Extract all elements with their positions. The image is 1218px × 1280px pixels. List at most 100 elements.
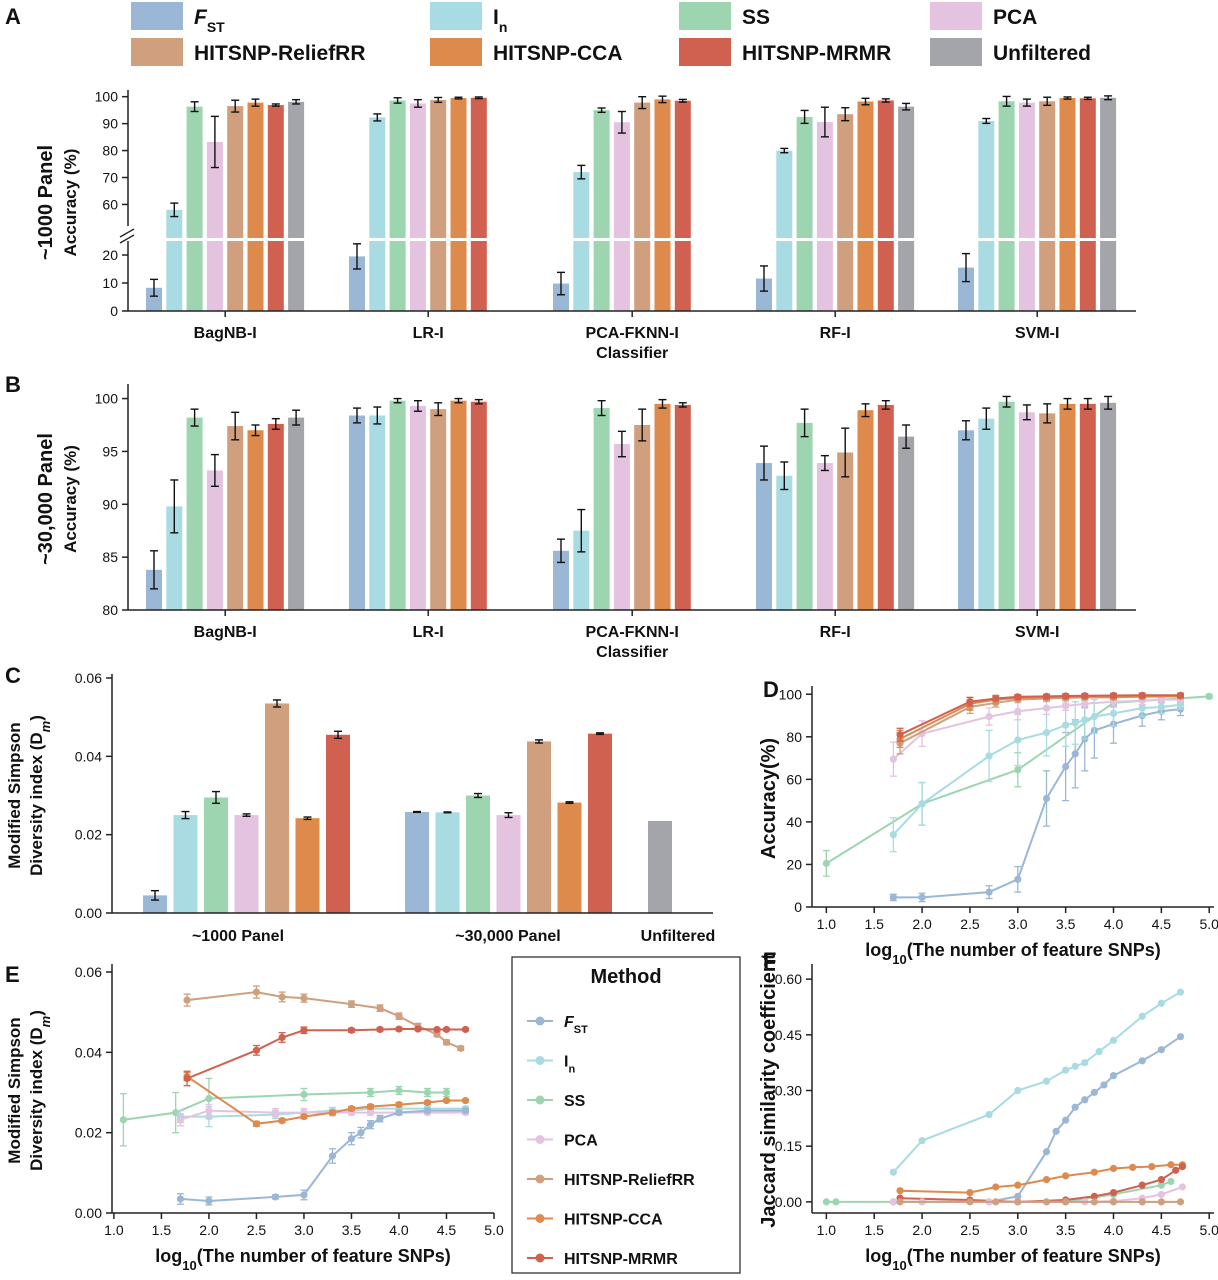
point-f-relief-10 xyxy=(1176,1198,1185,1206)
bar-a-3-pca xyxy=(816,122,833,311)
bar-b-0-fst xyxy=(146,569,162,610)
bar-b-4-cca xyxy=(1059,403,1076,610)
point-f-cca-5 xyxy=(1062,1172,1070,1180)
point-f-in-9 xyxy=(1109,1036,1118,1044)
point-d-fst-1 xyxy=(918,893,926,902)
x-tick-label-e-7: 4.5 xyxy=(437,1222,457,1238)
point-e-ss-6 xyxy=(423,1088,432,1097)
bar-a-4-mrmr xyxy=(1079,98,1096,311)
y-tick-label-b-1: 85 xyxy=(102,549,118,565)
panel-title-b: ~30,000 Panel xyxy=(35,433,57,565)
bar-a-3-unfiltered xyxy=(898,106,915,311)
x-tick-label-d-1: 1.5 xyxy=(864,916,884,932)
bar-b-2-in xyxy=(573,530,590,610)
bar-c-1-ss xyxy=(466,795,490,913)
bar-b-2-pca xyxy=(613,444,630,610)
point-f-relief-8 xyxy=(1138,1198,1146,1206)
point-d-mrmr-1 xyxy=(966,698,974,706)
panel-label-e: E xyxy=(5,962,20,987)
y-axis-label-c-line2: Diversity index (Dm) xyxy=(27,715,53,876)
x-tick-label-d-8: 5.0 xyxy=(1199,916,1218,932)
point-e-fst-9 xyxy=(395,1108,403,1117)
bar-a-4-unfiltered xyxy=(1100,97,1117,312)
point-d-in-4 xyxy=(1042,728,1051,737)
series-line-f-fst xyxy=(893,1035,1182,1203)
point-e-ss-7 xyxy=(442,1088,451,1097)
x-axis-label-d: log10(The number of feature SNPs) xyxy=(865,940,1161,967)
point-d-pca-6 xyxy=(1081,700,1089,708)
axis-break-mark-a-2 xyxy=(119,228,135,238)
point-d-fst-3 xyxy=(1014,875,1022,883)
bar-b-3-unfiltered xyxy=(898,436,915,610)
method-legend-label-ss: SS xyxy=(564,1093,586,1110)
point-f-pca-0 xyxy=(889,1198,897,1206)
point-e-relief-2 xyxy=(278,993,286,1001)
point-f-in-0 xyxy=(889,1168,897,1176)
x-tick-label-d-0: 1.0 xyxy=(817,916,837,932)
panel-label-b: B xyxy=(5,372,21,397)
bar-a-4-pca xyxy=(1018,102,1035,311)
point-f-mrmr-7 xyxy=(1157,1175,1165,1184)
bar-b-0-mrmr xyxy=(267,423,284,610)
point-d-fst-0 xyxy=(889,893,897,902)
point-f-fst-13 xyxy=(1157,1046,1165,1054)
bar-c-0-relief xyxy=(265,703,289,913)
bar-c-1-fst xyxy=(405,811,429,913)
x-tick-label-f-3: 2.5 xyxy=(960,1222,980,1238)
point-f-in-4 xyxy=(1042,1077,1051,1085)
category-label-b-2: PCA-FKNN-I xyxy=(586,624,679,641)
bar-b-4-unfiltered xyxy=(1100,402,1117,610)
bar-b-3-relief xyxy=(837,452,854,610)
point-e-fst-0 xyxy=(176,1195,185,1203)
point-f-cca-0 xyxy=(896,1187,904,1195)
category-label-b-3: RF-I xyxy=(820,624,851,641)
y-tick-label-d-4: 80 xyxy=(786,729,802,745)
y-tick-label-f-0: 0.00 xyxy=(775,1194,802,1210)
point-f-cca-3 xyxy=(1014,1181,1022,1189)
y-tick-label-b-4: 100 xyxy=(95,391,119,407)
bar-a-1-cca xyxy=(450,98,467,311)
point-f-in-8 xyxy=(1095,1047,1103,1056)
point-f-ss-7 xyxy=(1157,1181,1165,1189)
point-e-mrmr-9 xyxy=(442,1025,451,1034)
point-d-mrmr-7 xyxy=(1109,691,1118,700)
y-tick-label-a-3: 60 xyxy=(102,196,118,212)
y-tick-label-a-4: 70 xyxy=(102,170,118,186)
method-legend-label-fst: FST xyxy=(564,1014,588,1036)
bar-c-1-in xyxy=(435,812,460,913)
point-f-cca-1 xyxy=(966,1188,974,1197)
bar-b-1-pca xyxy=(409,405,426,610)
point-e-mrmr-1 xyxy=(252,1046,261,1054)
point-e-fst-2 xyxy=(271,1193,280,1201)
point-f-relief-5 xyxy=(1062,1198,1070,1206)
bar-a-1-fst xyxy=(349,256,365,311)
point-e-relief-3 xyxy=(300,994,308,1002)
x-tick-label-f-6: 4.0 xyxy=(1104,1222,1124,1238)
point-e-fst-8 xyxy=(376,1115,384,1123)
point-f-fst-14 xyxy=(1176,1033,1185,1041)
bar-a-0-unfiltered xyxy=(288,101,305,311)
category-label-a-2-line2: Classifier xyxy=(596,345,668,362)
point-e-cca-8 xyxy=(423,1098,432,1107)
bar-a-3-mrmr xyxy=(877,100,894,312)
point-e-mrmr-3 xyxy=(300,1026,308,1034)
bar-a-2-cca xyxy=(654,99,671,311)
x-tick-label-e-1: 1.5 xyxy=(152,1222,172,1238)
point-e-relief-1 xyxy=(252,988,261,996)
bar-a-0-in xyxy=(166,209,183,311)
y-axis-label-f: Jaccard similarity coefficient xyxy=(758,953,780,1228)
y-tick-label-a-0: 0 xyxy=(110,303,118,319)
bar-b-4-relief xyxy=(1039,413,1056,610)
bar-a-1-in xyxy=(369,117,386,311)
point-f-ss-1 xyxy=(832,1198,840,1206)
point-f-mrmr-8 xyxy=(1172,1166,1180,1174)
x-tick-label-e-8: 5.0 xyxy=(484,1222,504,1238)
category-label-b-4: SVM-I xyxy=(1015,624,1059,641)
method-legend-label-in: In xyxy=(564,1054,575,1076)
point-e-relief-10 xyxy=(457,1044,465,1052)
bar-c-0-fst xyxy=(143,895,167,913)
bar-a-1-ss xyxy=(389,100,406,312)
bar-b-4-in xyxy=(978,418,995,610)
point-d-in-8 xyxy=(1090,712,1098,721)
point-f-relief-6 xyxy=(1090,1198,1098,1206)
